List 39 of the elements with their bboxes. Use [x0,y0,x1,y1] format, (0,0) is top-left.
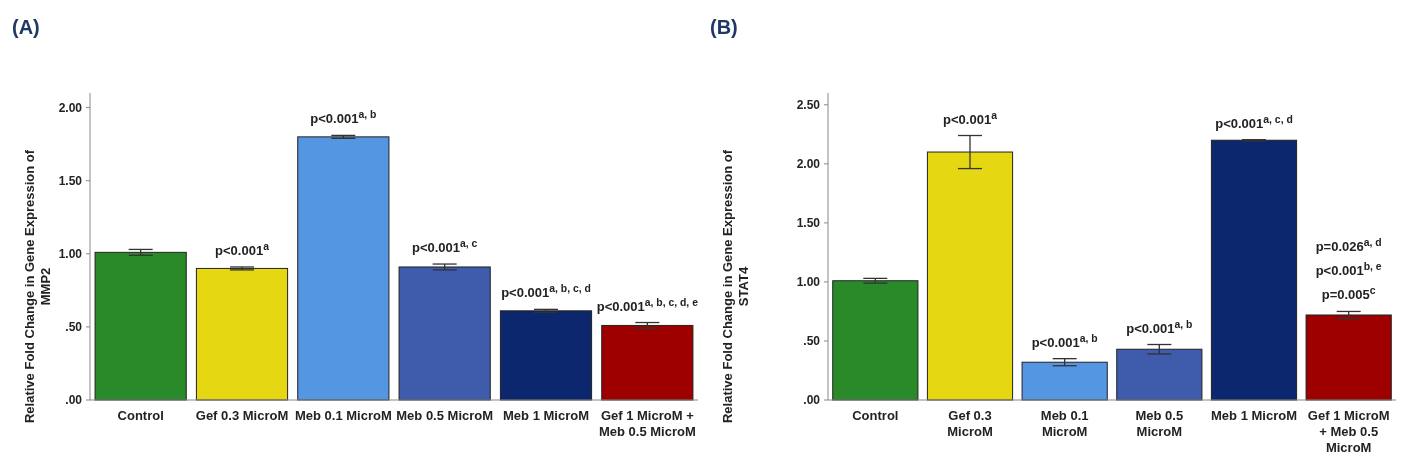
y-tick-label: 2.00 [796,157,821,172]
annotation: p=0.026$^{a, d}$ [1315,236,1382,255]
y-tick-label: 1.50 [796,216,821,231]
annotation: p<0.001$^{a}$ [943,109,998,127]
annotation: p<0.001$^{a}$ [215,240,270,258]
x-tick-label: Gef 1 MicroM + Meb 0.5 MicroM [1307,408,1390,455]
x-tick-label: Gef 0.3 MicroM [947,408,993,439]
annotation: p<0.001$^{a, b, c, d, e}$ [596,296,699,314]
annotation: p<0.001$^{a, b}$ [1031,332,1098,350]
x-tick-label: Gef 1 MicroM + Meb 0.5 MicroM [598,408,696,439]
x-tick-label: Control [117,408,164,423]
annotation: p<0.001$^{a, c, d}$ [1215,113,1293,131]
y-tick-label: 2.00 [58,100,83,115]
y-tick-label: 1.50 [58,173,83,188]
annotation: p<0.001$^{a, b}$ [1126,318,1193,336]
y-tick-label: 1.00 [58,247,83,262]
x-tick-label: Meb 0.5 MicroM [396,408,494,423]
x-tick-label: Gef 0.3 MicroM [195,408,289,423]
x-tick-label: Control [852,408,899,423]
y-axis-title: Relative Fold Change in Gene Expression of STAT4 [720,149,751,424]
annotation: p<0.001$^{a, b, c, d}$ [501,282,591,301]
chart-title: (B) [710,16,738,38]
annotation: p<0.001$^{a, c}$ [411,237,478,256]
y-tick-label: 1.00 [796,275,821,290]
annotation: p<0.001$^{b, e}$ [1315,260,1382,279]
y-tick-label: 2.50 [796,98,821,113]
y-axis-title: Relative Fold Change in Gene Expression of MMP2 [22,149,53,424]
y-tick-label: .00 [803,393,821,408]
x-tick-label: Meb 0.1 MicroM [1040,408,1089,439]
x-tick-label: Meb 0.1 MicroM [294,408,392,423]
y-tick-label: .50 [65,320,83,335]
x-tick-label: Meb 0.5 MicroM [1135,408,1184,439]
annotation: p<0.001$^{a, b}$ [310,108,377,127]
x-tick-label: Meb 1 MicroM [1211,408,1297,423]
y-tick-label: .00 [65,393,83,408]
chart-title: (A) [12,16,40,38]
y-tick-label: .50 [803,334,821,349]
x-tick-label: Meb 1 MicroM [503,408,589,423]
annotation: p=0.005$^{c}$ [1321,284,1376,303]
